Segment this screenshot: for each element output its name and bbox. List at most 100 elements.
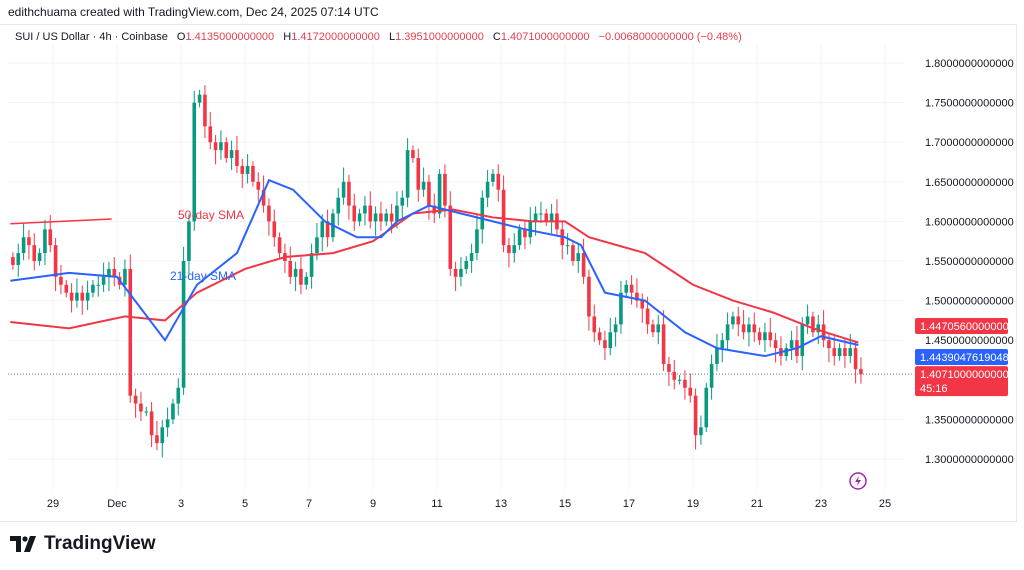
candle-body <box>160 427 165 444</box>
candle-body <box>645 308 650 325</box>
sma21-line <box>10 178 859 358</box>
candle-body <box>235 150 239 166</box>
candle-body <box>789 340 794 349</box>
candle-body <box>421 181 426 190</box>
change-value: −0.0068000000000 (−0.48%) <box>598 31 742 43</box>
candle-body <box>384 213 389 222</box>
candle-body <box>640 300 645 309</box>
candle-body <box>165 419 170 428</box>
candle-body <box>181 261 186 388</box>
candle-body <box>773 340 778 349</box>
candle-body <box>112 268 117 277</box>
lightning-glyph <box>855 476 861 486</box>
tradingview-logo[interactable]: TradingView <box>10 533 156 555</box>
candle-body <box>709 363 714 388</box>
x-tick-label: Dec <box>107 498 127 510</box>
candle-body <box>336 197 341 214</box>
candle-body <box>85 292 90 301</box>
candle-body <box>565 245 570 247</box>
candle-body <box>293 268 298 277</box>
high-value: 1.4172000000000 <box>291 31 380 43</box>
candle-body <box>491 173 495 182</box>
candle-body <box>91 284 95 293</box>
candle-body <box>480 197 485 230</box>
candle-body <box>352 205 357 222</box>
tradingview-logo-icon <box>10 536 36 552</box>
candle-body <box>608 332 613 349</box>
candle-body <box>272 221 277 238</box>
candle-body <box>853 348 858 370</box>
candle-body <box>267 205 271 222</box>
logo-text: TradingView <box>44 533 156 554</box>
grid <box>8 45 905 490</box>
candle-body <box>581 253 586 277</box>
candle-body <box>229 150 234 159</box>
candle-body <box>208 126 213 143</box>
candle-body <box>715 348 719 364</box>
candle-body <box>816 324 821 333</box>
candle-body <box>48 229 53 246</box>
x-tick-label: 17 <box>623 498 635 510</box>
candle-body <box>368 205 373 222</box>
x-tick-label: 29 <box>47 498 59 510</box>
candle-body <box>64 284 69 293</box>
y-tick-label: 1.7500000000000 <box>925 98 1014 110</box>
chart-frame <box>0 24 1017 522</box>
low-value: 1.3951000000000 <box>395 31 484 43</box>
candle-body <box>859 369 863 375</box>
candle-body <box>720 340 725 349</box>
candle-body <box>507 245 511 254</box>
y-tick-label: 1.3000000000000 <box>925 454 1014 466</box>
symbol-title[interactable]: SUI / US Dollar · 4h · Coinbase <box>15 31 168 43</box>
sma50-line <box>10 208 859 344</box>
candle-body <box>37 253 42 261</box>
candle-body <box>171 403 175 420</box>
candle-body <box>395 205 399 222</box>
candle-body <box>832 348 837 357</box>
y-tick-label: 1.5000000000000 <box>925 296 1014 308</box>
y-tick-label: 1.6000000000000 <box>925 216 1014 228</box>
candle-body <box>325 221 330 238</box>
candle-body <box>437 173 442 214</box>
candle-body <box>11 257 15 265</box>
candle-body <box>213 142 218 151</box>
x-tick-label: 21 <box>751 498 763 510</box>
candle-body <box>347 181 351 206</box>
candle-body <box>101 276 106 285</box>
candle-body <box>448 205 453 269</box>
candle-body <box>549 213 554 222</box>
candle-body <box>21 237 26 254</box>
candle-body <box>464 261 469 269</box>
candle-body <box>501 189 506 246</box>
candle-body <box>320 221 325 238</box>
candle-body <box>603 340 607 349</box>
lightning-icon[interactable] <box>849 472 867 490</box>
candle-body <box>299 268 303 285</box>
candle-body <box>133 395 138 404</box>
candle-body <box>53 245 58 277</box>
close-value: 1.4071000000000 <box>500 31 590 43</box>
candle-body <box>512 245 517 254</box>
candle-body <box>475 229 479 254</box>
candle-body <box>123 268 127 285</box>
candle-body <box>416 158 421 190</box>
candle-body <box>277 237 282 254</box>
candle-body <box>699 427 703 436</box>
candle-body <box>459 268 463 277</box>
candle-body <box>624 284 629 293</box>
candle-body <box>155 435 159 444</box>
candle-body <box>619 292 623 325</box>
candle-body <box>752 324 757 333</box>
candle-body <box>261 189 266 206</box>
candle-body <box>443 173 447 206</box>
candle-body <box>843 348 847 357</box>
candle-body <box>533 213 538 222</box>
candle-body <box>203 94 207 127</box>
sma50-price-tag: 1.4470560000000 <box>920 321 1009 333</box>
candle-body <box>176 387 181 404</box>
candle-body <box>523 229 527 238</box>
chart-credit: edithchuama created with TradingView.com… <box>8 5 379 19</box>
candle-body <box>747 324 751 333</box>
y-tick-label: 1.4500000000000 <box>925 335 1014 347</box>
